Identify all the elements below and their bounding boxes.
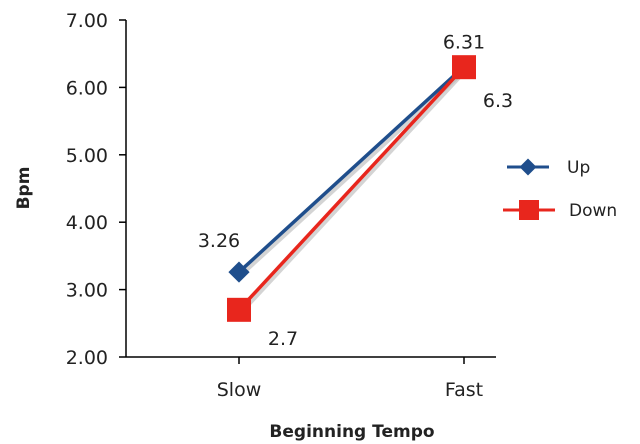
y-tick-label: 6.00 — [66, 77, 108, 99]
data-point-down — [227, 297, 251, 322]
y-tick-label: 2.00 — [66, 347, 108, 369]
series-line-down — [237, 65, 466, 312]
legend-marker-down — [519, 200, 539, 220]
series-group — [227, 55, 476, 322]
x-tick-label: Fast — [445, 379, 483, 401]
data-point-down — [452, 55, 476, 80]
series-line-up — [237, 65, 466, 274]
y-axis-title: Bpm — [14, 167, 34, 210]
legend-label-down: Down — [569, 201, 617, 221]
data-label-up: 3.26 — [198, 230, 240, 252]
axes: 2.00 3.00 4.00 5.00 6.00 7.00 Slow Fast — [66, 10, 496, 401]
data-label-up: 6.31 — [443, 32, 485, 54]
data-label-down: 6.3 — [483, 90, 513, 112]
y-tick-label: 4.00 — [66, 212, 108, 234]
y-tick-label: 5.00 — [66, 145, 108, 167]
series-shadow — [239, 68, 468, 315]
x-tick-label: Slow — [217, 379, 262, 401]
data-label-down: 2.7 — [268, 328, 298, 350]
y-tick-label: 7.00 — [66, 10, 108, 32]
legend-label-up: Up — [567, 158, 590, 178]
legend-item-up: Up — [507, 158, 590, 178]
data-labels: 3.26 6.31 2.7 6.3 — [198, 32, 513, 350]
x-axis-title: Beginning Tempo — [269, 422, 434, 442]
y-tick-label: 3.00 — [66, 280, 108, 302]
legend-marker-up — [519, 158, 537, 176]
legend-item-down: Down — [503, 200, 617, 221]
legend: Up Down — [503, 158, 617, 221]
